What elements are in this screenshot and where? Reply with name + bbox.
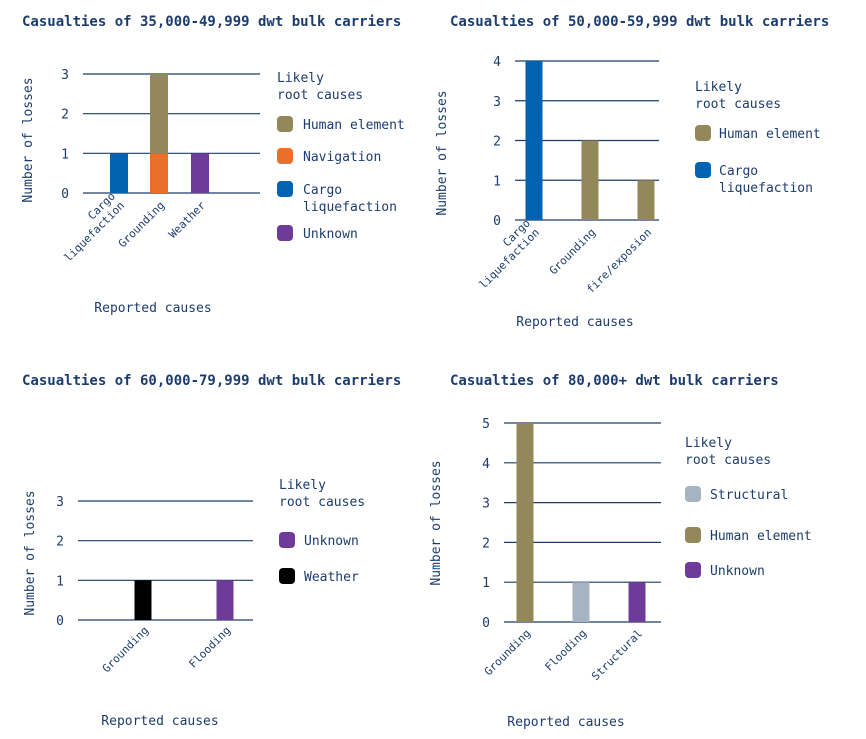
chart-title: Casualties of 35,000-49,999 dwt bulk car… (22, 14, 401, 30)
svg-text:Cargoliquefaction: Cargoliquefaction (468, 217, 543, 292)
legend-swatch (695, 162, 711, 178)
bar-segment (150, 74, 168, 154)
bar-segment (191, 153, 209, 193)
svg-text:Weather: Weather (166, 199, 208, 241)
legend-label: Cargo liquefaction (719, 164, 813, 196)
bar-segment (134, 580, 152, 620)
y-tick-label: 0 (493, 214, 501, 229)
y-tick-label: 2 (61, 108, 69, 123)
svg-text:Structural: Structural (589, 627, 645, 683)
svg-text:Grounding: Grounding (100, 624, 151, 675)
y-axis-label: Number of losses (435, 90, 450, 215)
bar-segment (581, 140, 599, 220)
chart-panel-60k-79k: Casualties of 60,000-79,999 dwt bulk car… (0, 369, 433, 738)
bar-segment (572, 582, 590, 622)
x-axis-label: Reported causes (101, 714, 218, 729)
y-tick-label: 3 (56, 495, 64, 510)
legend-swatch (279, 568, 295, 584)
legend-label: Unknown (710, 564, 765, 579)
legend-label: Unknown (304, 534, 359, 549)
legend-title: Likely root causes (277, 71, 363, 103)
y-tick-label: 4 (482, 457, 490, 472)
chart-35k-49k: Casualties of 35,000-49,999 dwt bulk car… (21, 14, 405, 316)
legend-label: Human element (303, 118, 405, 133)
legend-title: Likely root causes (279, 478, 365, 510)
x-tick-label: Flooding (186, 624, 233, 671)
x-tick-label: Cargoliquefaction (468, 217, 543, 292)
legend-swatch (685, 562, 701, 578)
legend-swatch (277, 116, 293, 132)
legend-title: Likely root causes (695, 80, 781, 112)
x-tick-label: Weather (166, 199, 208, 241)
y-tick-label: 0 (56, 614, 64, 629)
chart-title: Casualties of 50,000-59,999 dwt bulk car… (450, 14, 829, 30)
y-tick-label: 2 (56, 535, 64, 550)
x-axis-label: Reported causes (516, 315, 633, 330)
bar-segment (637, 180, 655, 220)
y-tick-label: 5 (482, 417, 490, 432)
legend-swatch (695, 125, 711, 141)
legend-swatch (277, 225, 293, 241)
y-tick-label: 3 (61, 68, 69, 83)
y-tick-label: 1 (61, 147, 69, 162)
legend-label: Human element (719, 127, 821, 142)
y-tick-label: 3 (493, 95, 501, 110)
chart-title: Casualties of 80,000+ dwt bulk carriers (450, 373, 779, 389)
chart-60k-79k: Casualties of 60,000-79,999 dwt bulk car… (22, 373, 401, 729)
legend-swatch (277, 148, 293, 164)
legend-label: Navigation (303, 150, 381, 165)
bar-segment (525, 61, 543, 220)
x-axis-label: Reported causes (507, 715, 624, 730)
legend-title: Likely root causes (685, 436, 771, 468)
x-tick-label: Grounding (482, 627, 533, 678)
bar-segment (150, 153, 168, 193)
y-tick-label: 0 (482, 616, 490, 631)
chart-80k-plus: Casualties of 80,000+ dwt bulk carriers 0… (429, 373, 812, 730)
chart-title: Casualties of 60,000-79,999 dwt bulk car… (22, 373, 401, 389)
y-axis-label: Number of losses (23, 490, 38, 615)
legend-swatch (685, 527, 701, 543)
chart-panel-35k-49k: Casualties of 35,000-49,999 dwt bulk car… (0, 0, 433, 369)
svg-text:Flooding: Flooding (186, 624, 233, 671)
legend-label: Weather (304, 570, 359, 585)
y-axis-label: Number of losses (429, 460, 444, 585)
legend-swatch (685, 486, 701, 502)
bar-segment (216, 580, 234, 620)
legend-swatch (277, 181, 293, 197)
chart-panel-50k-59k: Casualties of 50,000-59,999 dwt bulk car… (433, 0, 866, 369)
y-tick-label: 4 (493, 55, 501, 70)
svg-text:Grounding: Grounding (482, 627, 533, 678)
y-tick-label: 3 (482, 497, 490, 512)
y-tick-label: 2 (493, 135, 501, 150)
x-tick-label: Grounding (547, 226, 598, 277)
y-tick-label: 2 (482, 536, 490, 551)
chart-panel-80k-plus: Casualties of 80,000+ dwt bulk carriers 0… (429, 369, 866, 738)
y-tick-label: 1 (493, 174, 501, 189)
bar-segment (628, 582, 646, 622)
legend-label: Cargo liquefaction (303, 183, 397, 215)
legend-label: Structural (710, 488, 788, 503)
y-tick-label: 0 (61, 187, 69, 202)
y-tick-label: 1 (56, 574, 64, 589)
legend-swatch (279, 532, 295, 548)
svg-text:Grounding: Grounding (547, 226, 598, 277)
x-axis-label: Reported causes (94, 301, 211, 316)
svg-text:Flooding: Flooding (542, 627, 589, 674)
legend-label: Human element (710, 529, 812, 544)
bar-segment (110, 153, 128, 193)
x-tick-label: Flooding (542, 627, 589, 674)
legend-label: Unknown (303, 227, 358, 242)
y-tick-label: 1 (482, 576, 490, 591)
y-axis-label: Number of losses (21, 77, 36, 202)
x-tick-label: Structural (589, 627, 645, 683)
x-tick-label: Grounding (100, 624, 151, 675)
chart-50k-59k: Casualties of 50,000-59,999 dwt bulk car… (435, 14, 829, 330)
bar-segment (516, 423, 534, 622)
